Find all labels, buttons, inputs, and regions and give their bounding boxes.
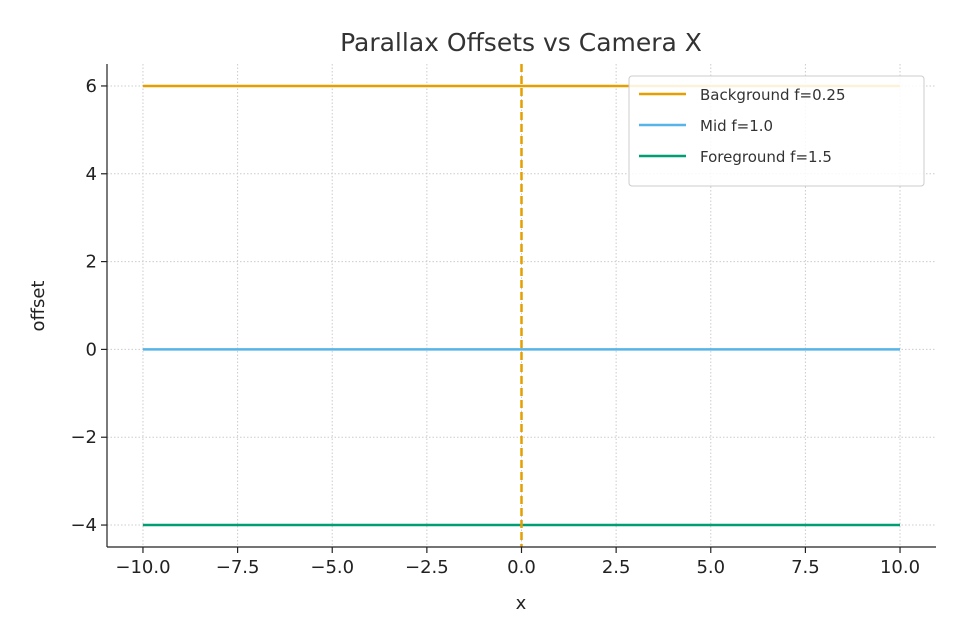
x-tick-label: −5.0 — [310, 557, 354, 578]
x-axis-label: x — [516, 593, 527, 614]
legend-box — [628, 75, 925, 187]
chart-title: Parallax Offsets vs Camera X — [340, 28, 702, 57]
y-tick-label: −4 — [70, 515, 97, 536]
y-tick-label: 4 — [86, 164, 97, 185]
legend-label-0: Background f=0.25 — [700, 86, 846, 104]
x-tick-label: 10.0 — [880, 557, 920, 578]
x-tick-label: 2.5 — [602, 557, 631, 578]
y-tick-label: 6 — [86, 76, 97, 97]
legend-label-1: Mid f=1.0 — [700, 117, 773, 135]
ticks: −10.0 −7.5 −5.0 −2.5 0.0 2.5 5.0 7.5 10.0 −4 −2 0 2 4… — [70, 76, 920, 578]
y-tick-label: −2 — [70, 427, 97, 448]
x-tick-label: 7.5 — [791, 557, 820, 578]
y-axis-label: offset — [28, 281, 49, 332]
y-tick-label: 0 — [86, 339, 97, 360]
x-tick-label: −7.5 — [216, 557, 260, 578]
x-tick-label: 5.0 — [696, 557, 725, 578]
x-tick-label: −2.5 — [405, 557, 449, 578]
legend-label-2: Foreground f=1.5 — [700, 148, 832, 166]
legend: Background f=0.25 Mid f=1.0 Foreground f=1… — [628, 75, 925, 187]
x-tick-label: 0.0 — [507, 557, 536, 578]
y-tick-label: 2 — [86, 252, 97, 273]
x-tick-label: −10.0 — [115, 557, 170, 578]
